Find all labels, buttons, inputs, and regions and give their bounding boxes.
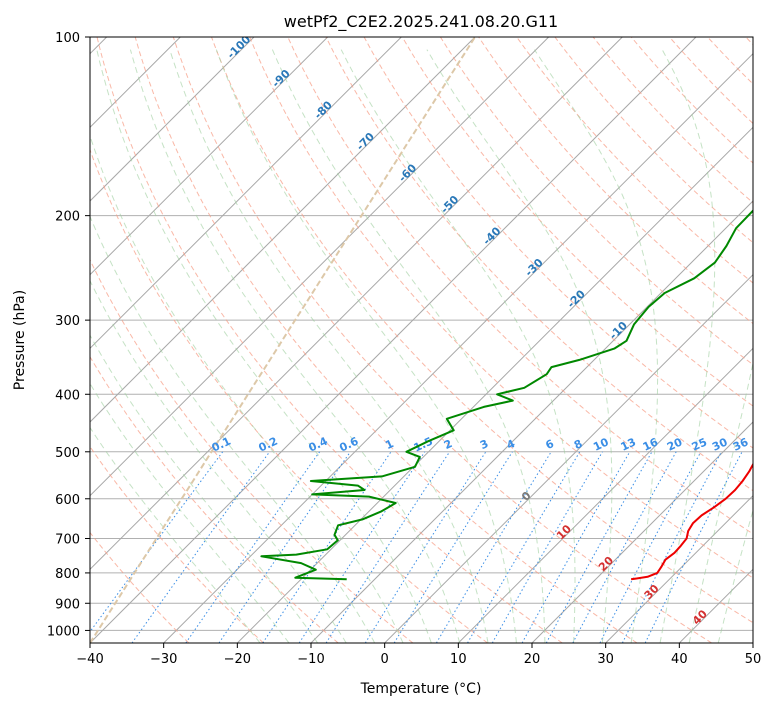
y-tick-label: 300 — [55, 314, 80, 329]
isotherm-line — [531, 421, 753, 643]
moist-adiabat-line — [129, 49, 461, 643]
plot-frame — [89, 36, 754, 644]
y-tick-label: 400 — [55, 388, 80, 403]
dry-adiabat-line — [554, 37, 753, 244]
dry-adiabat-line — [90, 148, 488, 643]
y-tick-label: 600 — [55, 493, 80, 508]
x-tick-label: 20 — [524, 652, 541, 667]
isotherm-line — [90, 37, 697, 643]
mixing-ratio-label: 20 — [665, 435, 685, 453]
isotherm-line — [457, 347, 753, 643]
x-tick-label: 50 — [745, 652, 762, 667]
x-tick-label: 0 — [381, 652, 389, 667]
dry-adiabat-line — [439, 37, 753, 366]
moist-adiabat-line — [659, 49, 716, 643]
moist-adiabat-line — [90, 279, 347, 643]
mixing-ratio-label: 10 — [591, 435, 611, 453]
chart-title: wetPf2_C2E2.2025.241.08.20.G11 — [284, 12, 558, 32]
x-tick-label: −40 — [76, 652, 103, 667]
x-axis-label: Temperature (°C) — [360, 681, 482, 697]
dry-adiabat-line — [249, 37, 753, 579]
mixing-ratio-label: 30 — [710, 435, 730, 453]
isotherm-line — [163, 52, 753, 643]
mixing-ratio-line — [435, 451, 552, 643]
y-tick-label: 1000 — [47, 624, 80, 639]
x-tick-label: −10 — [297, 652, 324, 667]
x-tick-label: −20 — [224, 652, 251, 667]
isotherm-line — [605, 494, 753, 643]
isotherm-line — [90, 37, 623, 571]
mixing-ratio-label: 36 — [731, 435, 751, 453]
x-tick-label: 30 — [597, 652, 614, 667]
isotherm-line — [90, 37, 550, 497]
moist-adiabat-line — [90, 134, 404, 643]
mixing-ratio-line — [521, 451, 631, 643]
dry-adiabat-line — [401, 37, 753, 407]
dry-adiabat-line — [592, 37, 753, 204]
y-tick-label: 700 — [55, 533, 80, 548]
moist-adiabat-line — [533, 49, 659, 643]
y-axis-label: Pressure (hPa) — [12, 290, 28, 390]
isotherm-line — [90, 37, 329, 276]
y-tick-label: 200 — [55, 210, 80, 225]
dry-adiabat-line — [172, 37, 712, 643]
y-tick-label: 800 — [55, 567, 80, 582]
x-tick-label: 40 — [671, 652, 688, 667]
moist-adiabat-line — [96, 49, 432, 643]
x-axis: −40 −30 −20 −10 0 10 20 30 40 50 — [76, 643, 761, 667]
y-tick-label: 100 — [55, 31, 80, 46]
moist-adiabat-line — [90, 426, 261, 643]
dry-adiabat-line — [90, 531, 190, 643]
mixing-ratio-line — [393, 451, 513, 643]
isotherm-line — [236, 126, 753, 643]
moist-adiabat-line — [90, 382, 290, 643]
dry-adiabat-line — [90, 258, 414, 643]
isotherm-line — [384, 273, 753, 643]
dry-adiabat-line — [96, 37, 563, 643]
dry-adiabat-line — [363, 37, 753, 449]
mixing-ratio-label: 25 — [690, 435, 709, 453]
mixing-ratio-line — [491, 451, 603, 643]
mixing-ratio-line — [545, 451, 653, 643]
moist-adiabat-line — [215, 49, 517, 643]
mixing-ratio-line — [467, 451, 581, 643]
dry-adiabat-line — [211, 37, 753, 624]
dry-adiabat-line — [90, 355, 339, 643]
moist-adiabat-line — [717, 508, 753, 643]
isotherm-line — [90, 37, 255, 202]
y-tick-label: 900 — [55, 597, 80, 612]
isotherm-line — [90, 37, 402, 350]
moist-adiabat-line — [90, 334, 319, 643]
x-tick-label: 10 — [450, 652, 467, 667]
moist-adiabat-line — [169, 49, 489, 643]
mixing-ratio-line — [185, 451, 321, 643]
mixing-ratio-label: 13 — [619, 435, 638, 453]
background-guide-lines — [90, 37, 753, 643]
dry-adiabat-line — [325, 37, 753, 492]
moist-adiabat-line — [271, 49, 546, 643]
y-axis: 100 200 300 400 500 600 700 800 900 1000 — [47, 31, 90, 639]
isotherm-line — [90, 37, 476, 423]
reference-curve — [90, 37, 476, 643]
moist-adiabat-line — [426, 49, 613, 643]
dry-adiabat-line — [478, 37, 753, 325]
y-tick-label: 500 — [55, 446, 80, 461]
moist-adiabat-line — [688, 361, 753, 643]
mixing-ratio-line — [325, 451, 451, 643]
mixing-ratio-line — [572, 451, 677, 643]
mixing-ratio-line — [131, 451, 271, 643]
mixing-ratio-line — [364, 451, 487, 643]
temperature-profile-line — [630, 462, 753, 581]
dewpoint-profile-line — [260, 209, 753, 581]
x-tick-label: −30 — [150, 652, 177, 667]
dry-adiabat-line — [287, 37, 753, 535]
profile-lines — [260, 209, 753, 581]
dry-adiabat-line — [134, 37, 638, 643]
moist-adiabat-line — [340, 49, 576, 643]
mixing-ratio-label: 16 — [641, 435, 661, 453]
